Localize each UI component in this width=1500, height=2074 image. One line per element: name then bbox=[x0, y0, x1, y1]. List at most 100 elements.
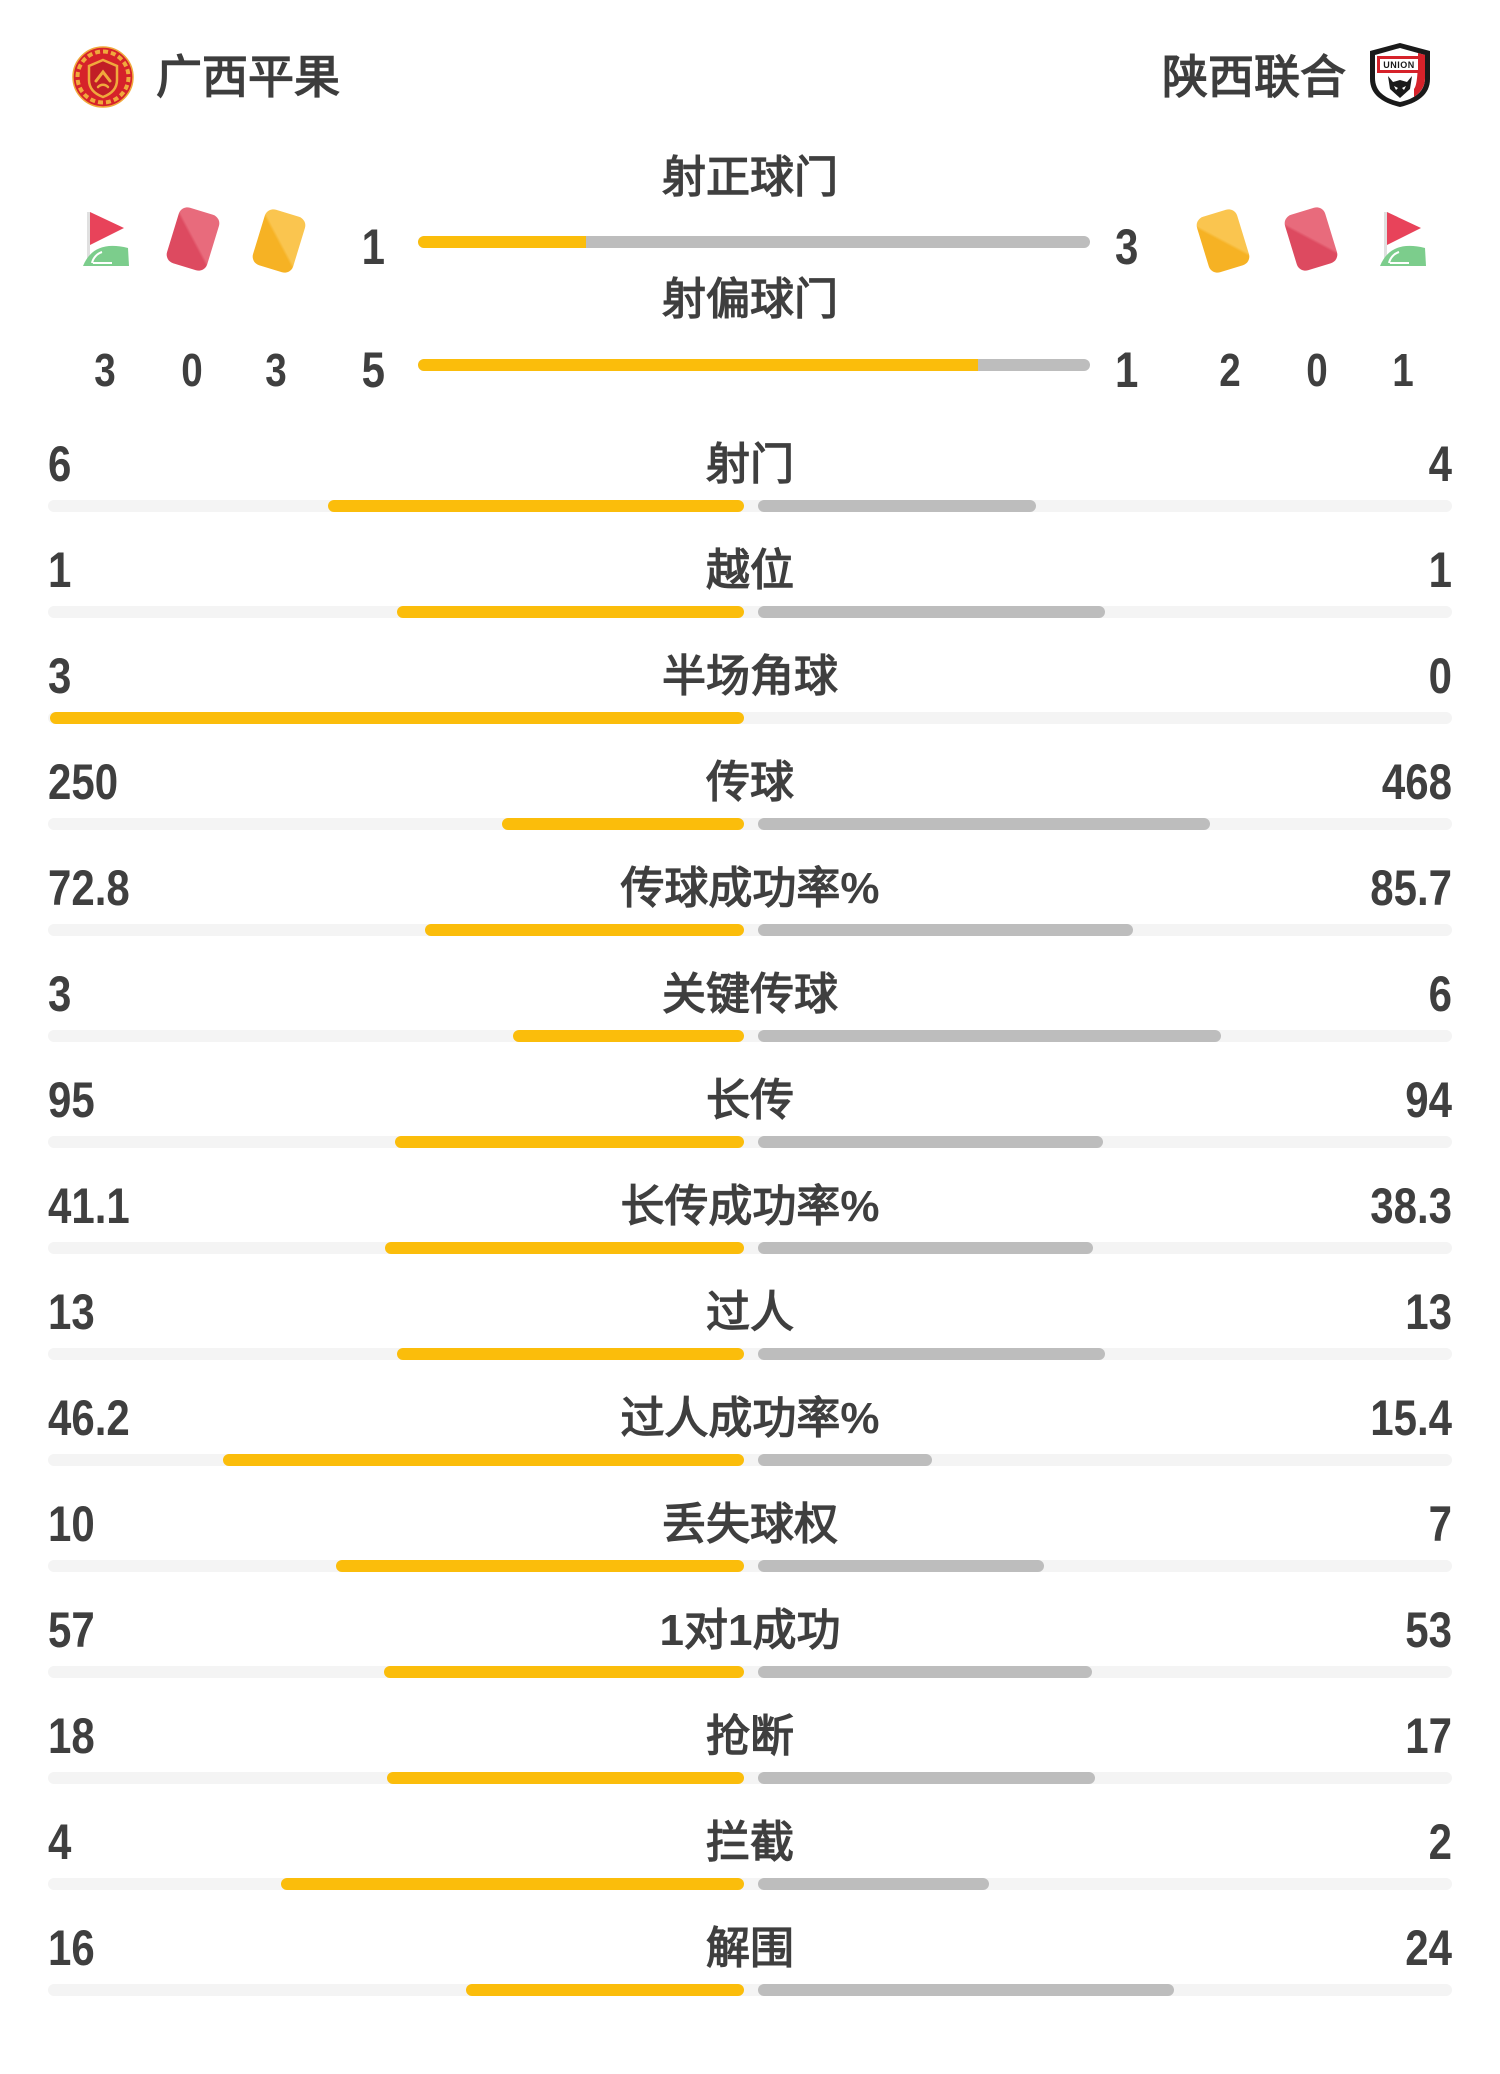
bar-track bbox=[48, 606, 1452, 618]
stat-label: 关键传球 bbox=[662, 970, 838, 1019]
away-value: 0 bbox=[1428, 648, 1452, 704]
stat-label: 长传 bbox=[706, 1076, 794, 1125]
bar-track bbox=[48, 1348, 1452, 1360]
home-bar bbox=[513, 1030, 744, 1042]
bar-track bbox=[48, 1560, 1452, 1572]
home-corner-count: 3 bbox=[94, 344, 116, 396]
away-value: 1 bbox=[1428, 542, 1452, 598]
home-bar bbox=[50, 712, 744, 724]
home-value: 250 bbox=[48, 754, 119, 810]
shots-off-target-home-bar bbox=[418, 359, 978, 371]
bar-track bbox=[48, 500, 1452, 512]
away-team-logo-icon: UNION bbox=[1370, 43, 1430, 107]
away-value: 4 bbox=[1428, 436, 1452, 492]
corner-flag-icon bbox=[71, 208, 133, 272]
home-value: 1 bbox=[48, 542, 72, 598]
home-value: 3 bbox=[48, 966, 72, 1022]
home-value: 72.8 bbox=[48, 860, 130, 916]
away-corner-count: 1 bbox=[1392, 344, 1414, 396]
bar-track bbox=[48, 818, 1452, 830]
away-value: 15.4 bbox=[1370, 1390, 1452, 1446]
away-bar bbox=[758, 606, 1105, 618]
away-value: 94 bbox=[1405, 1072, 1452, 1128]
away-bar bbox=[758, 1454, 932, 1466]
home-value: 6 bbox=[48, 436, 72, 492]
stat-label: 半场角球 bbox=[662, 652, 838, 701]
away-bar bbox=[758, 1772, 1095, 1784]
home-bar bbox=[385, 1242, 744, 1254]
shots-on-target-home-value: 1 bbox=[361, 219, 385, 275]
stat-label: 抢断 bbox=[706, 1712, 794, 1761]
home-bar bbox=[336, 1560, 744, 1572]
away-bar bbox=[758, 818, 1210, 830]
home-value: 46.2 bbox=[48, 1390, 130, 1446]
bar-track bbox=[48, 712, 1452, 724]
home-bar bbox=[502, 818, 744, 830]
home-bar bbox=[281, 1878, 744, 1890]
shots-on-target-away-value: 3 bbox=[1115, 219, 1139, 275]
bar-track bbox=[48, 1666, 1452, 1678]
stat-label: 丢失球权 bbox=[662, 1500, 838, 1549]
red-card-icon bbox=[1282, 205, 1340, 273]
away-value: 85.7 bbox=[1370, 860, 1452, 916]
home-team-logo bbox=[72, 46, 134, 108]
away-red-card-count: 0 bbox=[1306, 344, 1328, 396]
bar-track bbox=[48, 1454, 1452, 1466]
home-bar bbox=[397, 606, 744, 618]
home-value: 4 bbox=[48, 1814, 72, 1870]
home-value: 41.1 bbox=[48, 1178, 130, 1234]
stat-label: 解围 bbox=[706, 1924, 794, 1973]
away-value: 6 bbox=[1428, 966, 1452, 1022]
home-value: 57 bbox=[48, 1602, 95, 1658]
home-value: 18 bbox=[48, 1708, 95, 1764]
away-bar bbox=[758, 1030, 1221, 1042]
stat-label: 越位 bbox=[706, 546, 794, 595]
shots-on-target-home-bar bbox=[418, 236, 586, 248]
home-red-card-count: 0 bbox=[181, 344, 203, 396]
home-value: 95 bbox=[48, 1072, 95, 1128]
home-team-logo-icon bbox=[72, 46, 134, 108]
shots-on-target-bar bbox=[418, 236, 1090, 248]
home-value: 10 bbox=[48, 1496, 95, 1552]
stat-label: 射门 bbox=[706, 440, 794, 489]
home-bar bbox=[223, 1454, 744, 1466]
away-bar bbox=[758, 1984, 1174, 1996]
stat-label: 传球 bbox=[706, 758, 794, 807]
home-bar bbox=[397, 1348, 744, 1360]
away-value: 17 bbox=[1405, 1708, 1452, 1764]
bar-track bbox=[48, 1030, 1452, 1042]
home-value: 3 bbox=[48, 648, 72, 704]
shots-off-target-title: 射偏球门 bbox=[662, 275, 838, 324]
away-value: 24 bbox=[1405, 1920, 1452, 1976]
bar-track bbox=[48, 1984, 1452, 1996]
stat-label: 拦截 bbox=[706, 1818, 794, 1867]
svg-text:UNION: UNION bbox=[1383, 60, 1415, 70]
away-bar bbox=[758, 1666, 1092, 1678]
home-bar bbox=[395, 1136, 744, 1148]
home-bar bbox=[387, 1772, 744, 1784]
home-bar bbox=[466, 1984, 744, 1996]
bar-track bbox=[48, 924, 1452, 936]
away-bar bbox=[758, 1560, 1044, 1572]
away-bar bbox=[758, 924, 1133, 936]
away-value: 7 bbox=[1428, 1496, 1452, 1552]
corner-flag-icon bbox=[1368, 208, 1430, 272]
away-bar bbox=[758, 1348, 1105, 1360]
away-bar bbox=[758, 1136, 1103, 1148]
shots-off-target-away-value: 1 bbox=[1115, 342, 1139, 398]
red-card-icon bbox=[164, 205, 222, 273]
stat-label: 长传成功率% bbox=[620, 1182, 880, 1231]
away-bar bbox=[758, 1878, 989, 1890]
bar-track bbox=[48, 1878, 1452, 1890]
shots-on-target-title: 射正球门 bbox=[662, 153, 838, 202]
away-value: 53 bbox=[1405, 1602, 1452, 1658]
stat-label: 过人 bbox=[706, 1288, 794, 1337]
away-value: 468 bbox=[1381, 754, 1452, 810]
away-value: 2 bbox=[1428, 1814, 1452, 1870]
shots-off-target-bar bbox=[418, 359, 1090, 371]
stat-label: 过人成功率% bbox=[620, 1394, 880, 1443]
away-team-logo: UNION bbox=[1366, 42, 1434, 108]
away-team-name: 陕西联合 bbox=[1162, 51, 1346, 103]
bar-track bbox=[48, 1136, 1452, 1148]
